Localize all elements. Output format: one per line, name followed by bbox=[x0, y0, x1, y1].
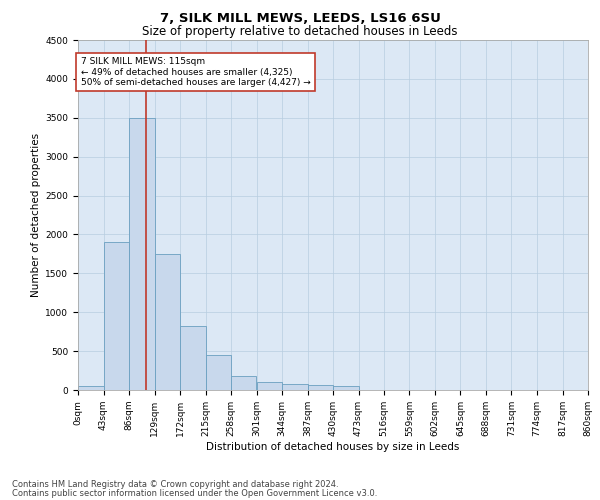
Y-axis label: Number of detached properties: Number of detached properties bbox=[31, 133, 41, 297]
Bar bbox=[231, 376, 256, 390]
Bar bbox=[180, 326, 205, 390]
Bar bbox=[282, 384, 308, 390]
Bar bbox=[308, 385, 333, 390]
Text: 7, SILK MILL MEWS, LEEDS, LS16 6SU: 7, SILK MILL MEWS, LEEDS, LS16 6SU bbox=[160, 12, 440, 26]
Text: Contains public sector information licensed under the Open Government Licence v3: Contains public sector information licen… bbox=[12, 489, 377, 498]
Text: Size of property relative to detached houses in Leeds: Size of property relative to detached ho… bbox=[142, 25, 458, 38]
Bar bbox=[333, 386, 359, 390]
Bar bbox=[78, 386, 104, 390]
Bar bbox=[257, 382, 282, 390]
Text: Contains HM Land Registry data © Crown copyright and database right 2024.: Contains HM Land Registry data © Crown c… bbox=[12, 480, 338, 489]
Bar bbox=[205, 355, 231, 390]
Bar bbox=[129, 118, 155, 390]
Bar bbox=[155, 254, 180, 390]
Bar bbox=[104, 242, 129, 390]
Text: 7 SILK MILL MEWS: 115sqm
← 49% of detached houses are smaller (4,325)
50% of sem: 7 SILK MILL MEWS: 115sqm ← 49% of detach… bbox=[81, 57, 311, 87]
X-axis label: Distribution of detached houses by size in Leeds: Distribution of detached houses by size … bbox=[206, 442, 460, 452]
